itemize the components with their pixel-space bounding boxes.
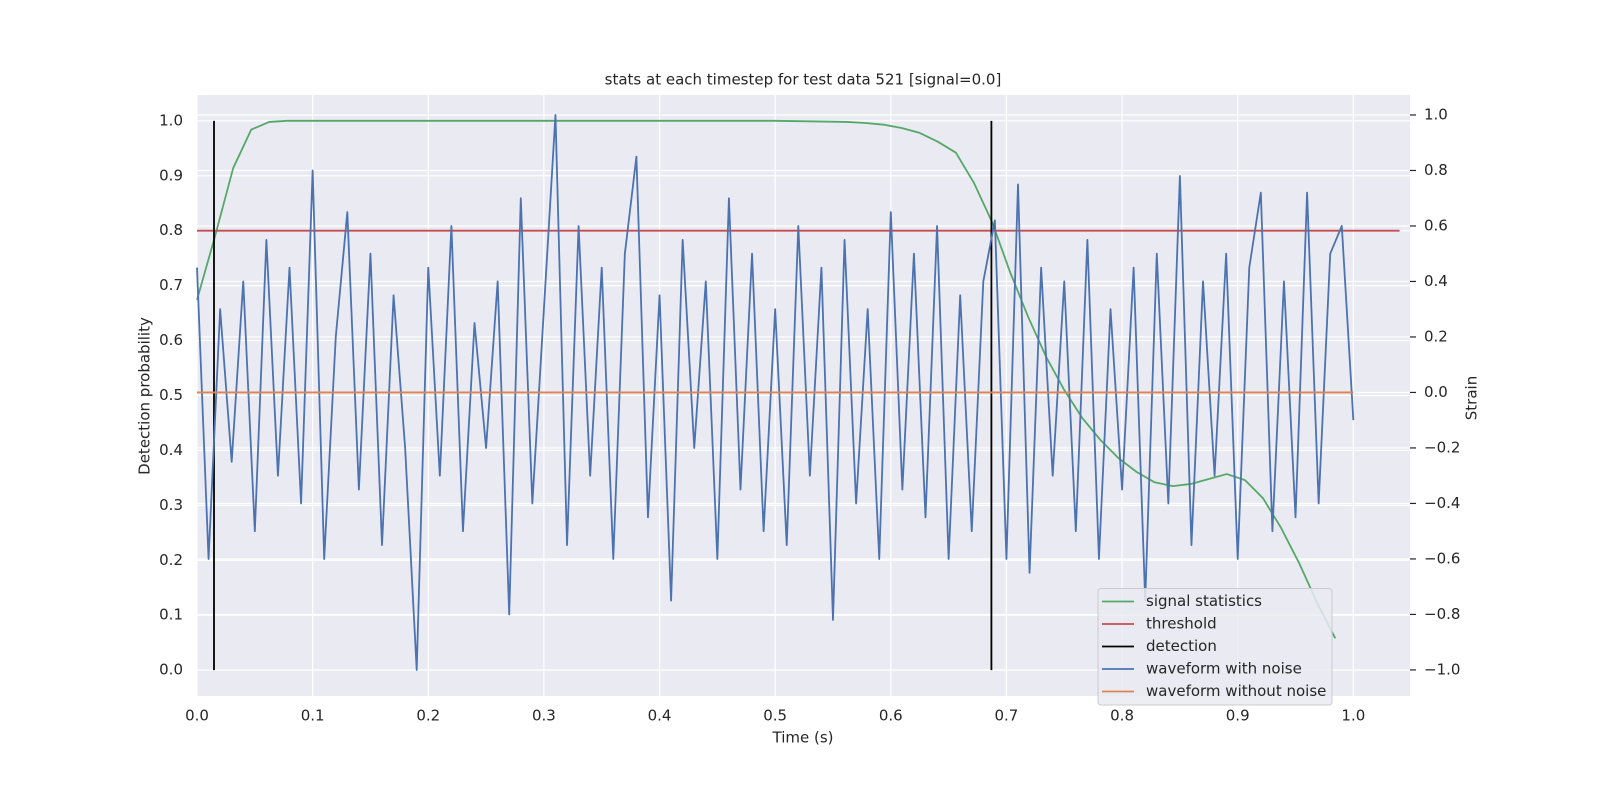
y-tick-label: 0.7	[159, 276, 183, 294]
y-tick-label: 0.0	[159, 661, 183, 679]
legend-label: signal statistics	[1146, 592, 1262, 610]
x-tick-label: 0.7	[995, 707, 1019, 725]
chart-title: stats at each timestep for test data 521…	[605, 71, 1002, 89]
y2-tick-label: 0.4	[1424, 272, 1448, 290]
y2-tick-label: −1.0	[1424, 660, 1460, 678]
x-tick-label: 0.4	[648, 707, 672, 725]
x-axis-label: Time (s)	[772, 729, 834, 747]
y-tick-label: 0.3	[159, 496, 183, 514]
x-tick-label: 0.6	[879, 707, 903, 725]
legend-box	[1097, 588, 1333, 706]
y2-tick-label: −0.6	[1424, 549, 1460, 567]
x-tick-label: 0.1	[301, 707, 325, 725]
y2-axis-label: Strain	[1463, 376, 1481, 420]
series-line	[213, 120, 993, 671]
y2-tick-label: 0.2	[1424, 327, 1448, 345]
y-tick-label: 0.5	[159, 386, 183, 404]
y2-tick-label: −0.2	[1424, 438, 1460, 456]
legend-label: threshold	[1146, 615, 1217, 633]
y-tick-label: 0.4	[159, 441, 183, 459]
x-tick-label: 0.8	[1110, 707, 1134, 725]
y2-tick-label: 1.0	[1424, 105, 1448, 123]
legend-label: waveform with noise	[1146, 660, 1302, 678]
y2-tick-label: −0.8	[1424, 605, 1460, 623]
legend-label: detection	[1146, 637, 1217, 655]
x-tick-label: 0.9	[1226, 707, 1250, 725]
x-tick-label: 1.0	[1341, 707, 1365, 725]
y-tick-label: 0.8	[159, 221, 183, 239]
legend-label: waveform without noise	[1146, 682, 1326, 700]
x-tick-label: 0.2	[416, 707, 440, 725]
y-axis-label: Detection probability	[136, 317, 154, 475]
y2-tick-label: 0.0	[1424, 383, 1448, 401]
x-tick-label: 0.5	[763, 707, 787, 725]
y2-tick-label: 0.6	[1424, 216, 1448, 234]
y-tick-label: 0.6	[159, 331, 183, 349]
x-tick-label: 0.3	[532, 707, 556, 725]
y-tick-label: 0.2	[159, 551, 183, 569]
series-line	[196, 119, 1337, 639]
y-tick-label: 0.9	[159, 166, 183, 184]
legend: signal statistics threshold detection wavef…	[1097, 588, 1333, 706]
y-tick-label: 0.1	[159, 606, 183, 624]
y-tick-label: 1.0	[159, 111, 183, 129]
y2-tick-label: −0.4	[1424, 494, 1460, 512]
series-line	[196, 114, 1355, 671]
lines	[196, 114, 1400, 671]
x-tick-label: 0.0	[185, 707, 209, 725]
y2-tick-label: 0.8	[1424, 161, 1448, 179]
